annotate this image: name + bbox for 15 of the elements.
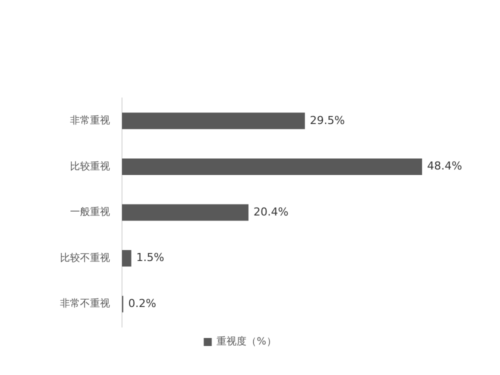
y-tick-label: 比较重视 xyxy=(70,160,110,172)
bar xyxy=(122,112,305,130)
legend-label: 重视度（%） xyxy=(216,336,276,348)
y-tick-label: 非常重视 xyxy=(70,114,110,126)
data-label: 20.4% xyxy=(253,205,288,218)
data-label: 29.5% xyxy=(310,114,345,127)
y-tick-label: 一般重视 xyxy=(70,206,110,218)
y-tick-label: 非常不重视 xyxy=(60,298,110,310)
bar xyxy=(122,204,248,221)
data-label: 1.5% xyxy=(136,251,164,264)
y-tick-label: 比较不重视 xyxy=(60,252,110,264)
bar xyxy=(122,158,422,175)
data-label: 0.2% xyxy=(128,296,156,310)
bar xyxy=(122,250,132,267)
data-label: 48.4% xyxy=(427,160,462,173)
